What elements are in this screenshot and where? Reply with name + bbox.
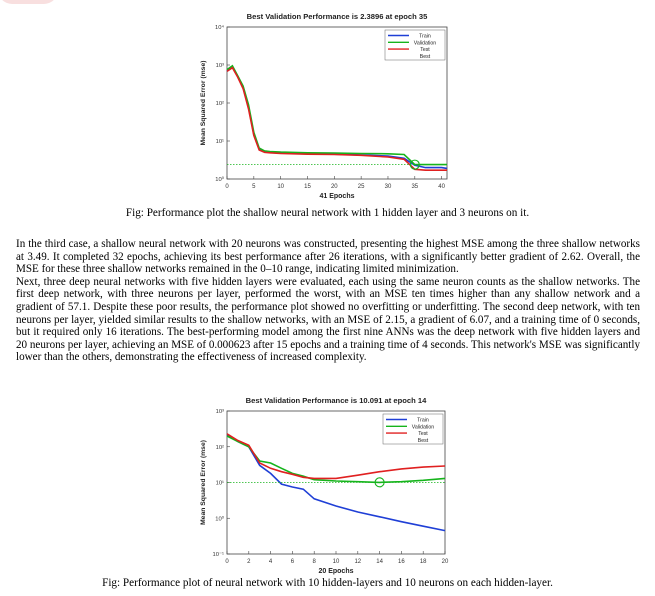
best-point-marker xyxy=(374,477,385,488)
figure2-chart: Best Validation Performance is 10.091 at… xyxy=(200,396,449,575)
body-text: In the third case, a shallow neural netw… xyxy=(16,238,640,364)
x-tick-label: 15 xyxy=(304,184,311,190)
x-tick-label: 10 xyxy=(277,184,284,190)
x-tick-label: 10 xyxy=(333,559,340,565)
series-line-train xyxy=(226,433,446,532)
chart-title: Best Validation Performance is 2.3896 at… xyxy=(247,12,428,21)
legend-label-best: Best xyxy=(420,54,431,60)
y-tick-label: 10³ xyxy=(216,409,224,415)
y-tick-label: 10² xyxy=(216,445,224,451)
x-tick-label: 6 xyxy=(291,559,295,565)
series-line-test xyxy=(226,433,446,480)
legend-label-best: Best xyxy=(418,438,429,444)
x-tick-label: 4 xyxy=(269,559,273,565)
x-tick-label: 0 xyxy=(225,184,229,190)
x-tick-label: 40 xyxy=(438,184,445,190)
x-tick-label: 8 xyxy=(313,559,317,565)
x-tick-label: 35 xyxy=(411,184,418,190)
y-tick-label: 10⁻¹ xyxy=(213,552,225,558)
x-tick-label: 18 xyxy=(420,559,427,565)
x-tick-label: 2 xyxy=(247,559,251,565)
x-tick-label: 5 xyxy=(252,184,256,190)
legend-label-test: Test xyxy=(418,431,428,437)
legend-label-validation: Validation xyxy=(414,40,437,46)
y-axis-label: Mean Squared Error (mse) xyxy=(200,440,207,525)
legend-label-train: Train xyxy=(419,34,431,40)
x-tick-label: 0 xyxy=(225,559,229,565)
corner-decoration xyxy=(0,0,58,4)
y-tick-label: 10² xyxy=(216,101,224,107)
paragraph-2: Next, three deep neural networks with fi… xyxy=(16,275,640,364)
y-tick-label: 10⁰ xyxy=(215,176,224,183)
legend-label-validation: Validation xyxy=(412,424,435,430)
x-tick-label: 14 xyxy=(376,559,383,565)
best-point-marker xyxy=(409,159,420,170)
x-axis-label: 20 Epochs xyxy=(318,568,353,575)
series-line-validation xyxy=(226,64,447,166)
x-tick-label: 30 xyxy=(385,184,392,190)
figure2-caption: Fig: Performance plot of neural network … xyxy=(102,577,553,589)
x-axis-label: 41 Epochs xyxy=(319,193,354,200)
y-axis-label: Mean Squared Error (mse) xyxy=(200,61,207,146)
y-tick-label: 10⁴ xyxy=(215,24,224,31)
x-tick-label: 20 xyxy=(442,559,449,565)
y-tick-label: 10⁰ xyxy=(215,515,224,522)
x-tick-label: 12 xyxy=(354,559,361,565)
x-tick-label: 20 xyxy=(331,184,338,190)
y-tick-label: 10³ xyxy=(216,63,224,69)
y-tick-label: 10¹ xyxy=(216,481,224,487)
x-tick-label: 16 xyxy=(398,559,405,565)
y-tick-label: 10¹ xyxy=(216,139,224,145)
legend-label-test: Test xyxy=(420,47,430,53)
figure1-caption: Fig: Performance plot the shallow neural… xyxy=(125,207,530,219)
paragraph-1: In the third case, a shallow neural netw… xyxy=(16,238,640,276)
legend-label-train: Train xyxy=(417,418,429,424)
chart-title: Best Validation Performance is 10.091 at… xyxy=(246,396,427,405)
x-tick-label: 25 xyxy=(358,184,365,190)
figure1-chart: Best Validation Performance is 2.3896 at… xyxy=(200,12,448,200)
